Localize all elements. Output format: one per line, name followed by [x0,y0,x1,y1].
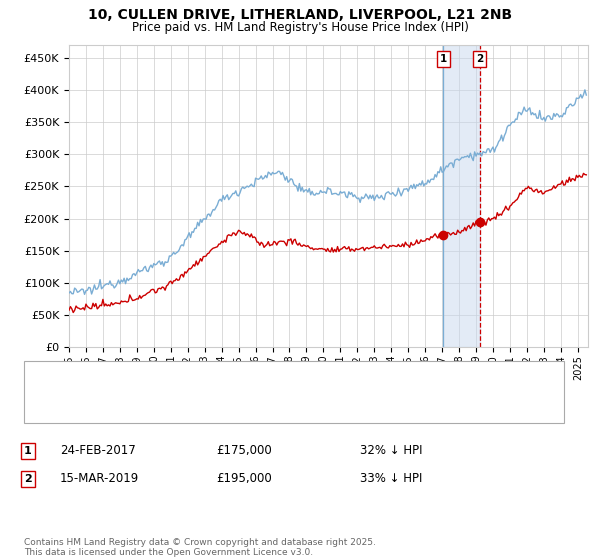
Text: 2: 2 [24,474,32,484]
Text: 32% ↓ HPI: 32% ↓ HPI [360,444,422,458]
Text: —: — [36,398,53,417]
Text: —: — [36,371,53,389]
Text: 1: 1 [24,446,32,456]
Text: 24-FEB-2017: 24-FEB-2017 [60,444,136,458]
Text: £195,000: £195,000 [216,472,272,486]
Text: 10, CULLEN DRIVE, LITHERLAND, LIVERPOOL, L21 2NB (detached house): 10, CULLEN DRIVE, LITHERLAND, LIVERPOOL,… [72,375,470,385]
Text: HPI: Average price, detached house, Sefton: HPI: Average price, detached house, Seft… [72,403,310,412]
Text: Price paid vs. HM Land Registry's House Price Index (HPI): Price paid vs. HM Land Registry's House … [131,21,469,34]
Text: 15-MAR-2019: 15-MAR-2019 [60,472,139,486]
Text: 2: 2 [476,54,483,64]
Text: 33% ↓ HPI: 33% ↓ HPI [360,472,422,486]
Bar [443,45,479,347]
Text: 1: 1 [440,54,447,64]
Text: £175,000: £175,000 [216,444,272,458]
Text: Contains HM Land Registry data © Crown copyright and database right 2025.
This d: Contains HM Land Registry data © Crown c… [24,538,376,557]
Text: 10, CULLEN DRIVE, LITHERLAND, LIVERPOOL, L21 2NB: 10, CULLEN DRIVE, LITHERLAND, LIVERPOOL,… [88,8,512,22]
